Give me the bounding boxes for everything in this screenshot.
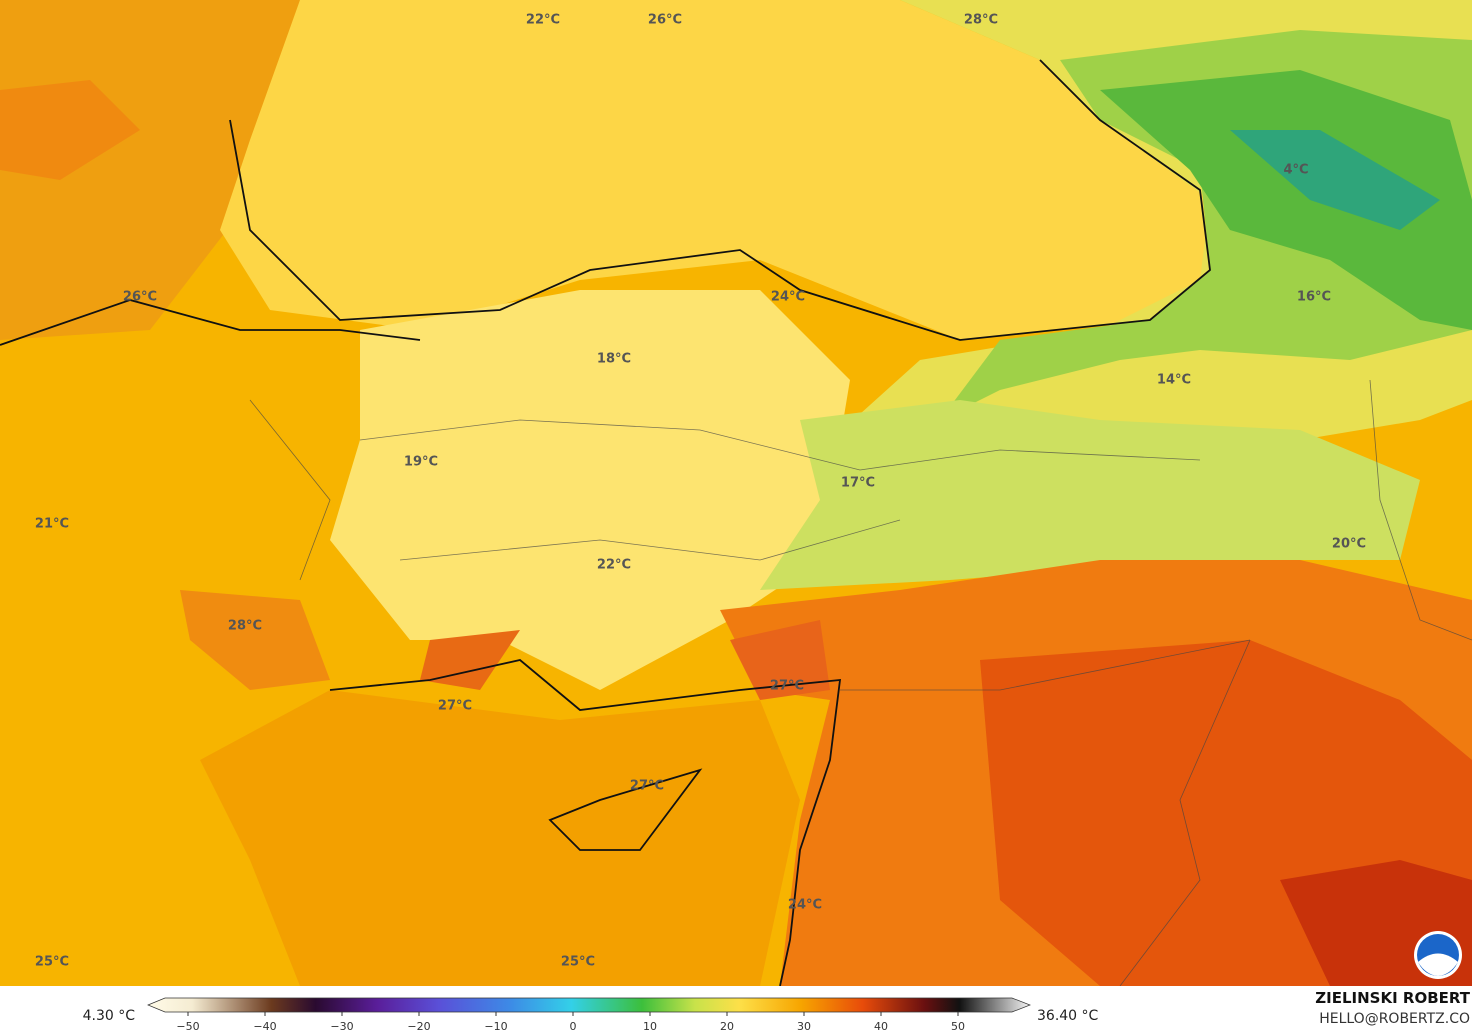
temp-label: 26°C: [648, 13, 682, 28]
temp-label: 27°C: [438, 699, 472, 714]
temp-label: 21°C: [35, 517, 69, 532]
max-label: 36.40 °C: [1037, 1008, 1099, 1024]
temp-label: 25°C: [561, 955, 595, 970]
colorbar-tick-label: −40: [253, 1020, 276, 1033]
author: ZIELINSKI ROBERT: [1315, 989, 1470, 1007]
temp-label: 22°C: [526, 13, 560, 28]
colorbar-tick-label: −10: [484, 1020, 507, 1033]
temp-label: 4°C: [1283, 163, 1308, 178]
colorbar: −50 −40 −30 −20 −10 0 10 20 30 40 50: [147, 997, 1031, 1033]
temp-label: 17°C: [841, 476, 875, 491]
temp-label: 19°C: [404, 455, 438, 470]
colorbar-tick-label: 30: [797, 1020, 811, 1033]
email: HELLO@ROBERTZ.CO: [1319, 1011, 1470, 1027]
colorbar-tick-label: −50: [176, 1020, 199, 1033]
temperature-labels: 22°C 26°C 28°C 4°C 26°C 24°C 16°C 18°C 1…: [35, 13, 1366, 970]
colorbar-tick-label: −20: [407, 1020, 430, 1033]
colorbar-tick-label: 10: [643, 1020, 657, 1033]
min-label: 4.30 °C: [83, 1008, 136, 1024]
temp-label: 24°C: [788, 898, 822, 913]
noaa-logo: [1414, 931, 1462, 979]
temp-label: 28°C: [228, 619, 262, 634]
temp-label: 22°C: [597, 558, 631, 573]
colorbar-tick-label: 0: [570, 1020, 577, 1033]
temp-label: 16°C: [1297, 290, 1331, 305]
colorbar-tick-label: 40: [874, 1020, 888, 1033]
temp-label: 25°C: [35, 955, 69, 970]
colorbar-gradient: [147, 997, 1031, 1013]
temp-label: 20°C: [1332, 537, 1366, 552]
temp-label: 26°C: [123, 290, 157, 305]
map-area: [0, 0, 1472, 987]
temp-label: 27°C: [630, 779, 664, 794]
temp-label: 18°C: [597, 352, 631, 367]
colorbar-tick-label: 50: [951, 1020, 965, 1033]
colorbar-tick-label: 20: [720, 1020, 734, 1033]
temp-label: 27°C: [770, 679, 804, 694]
temp-label: 24°C: [771, 290, 805, 305]
temp-label: 14°C: [1157, 373, 1191, 388]
colorbar-tick-label: −30: [330, 1020, 353, 1033]
temp-label: 28°C: [964, 13, 998, 28]
